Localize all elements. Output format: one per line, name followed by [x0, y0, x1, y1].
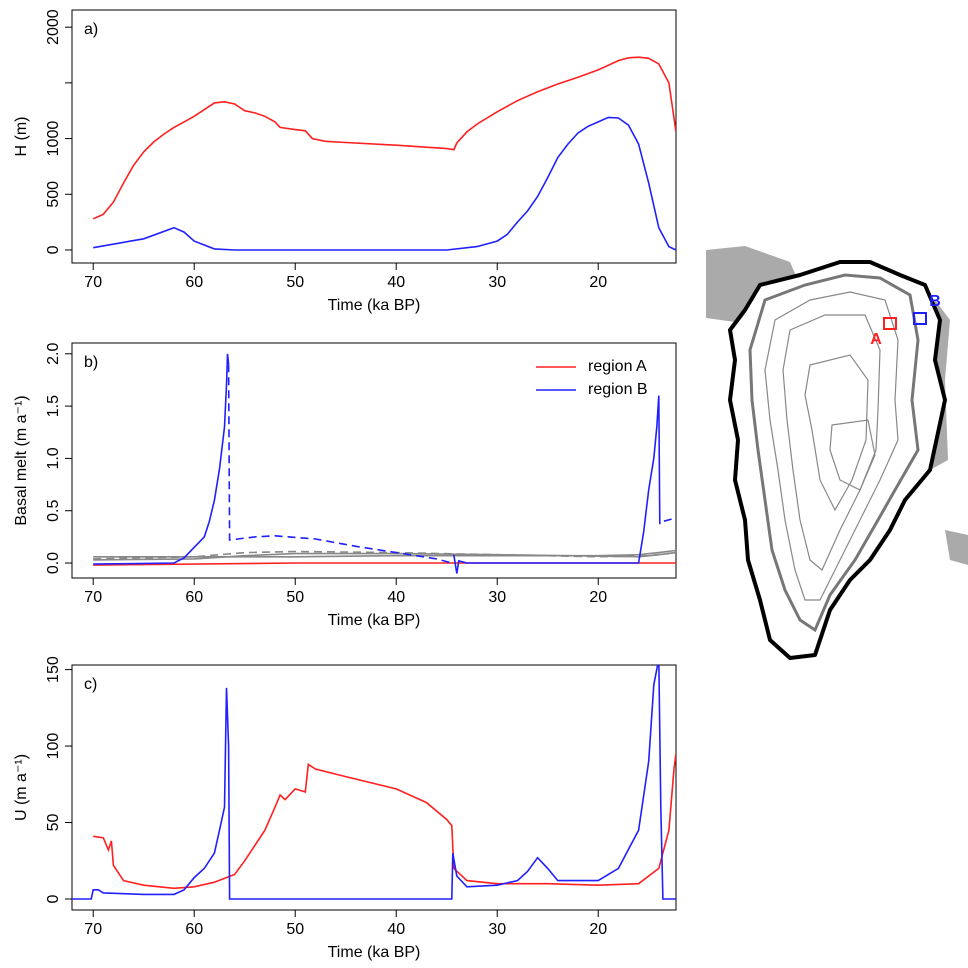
y-tick-label: 2.0	[45, 343, 62, 365]
x-axis-label: Time (ka BP)	[328, 612, 421, 629]
panel-label: b)	[84, 354, 98, 371]
contour	[829, 419, 876, 491]
x-tick-label: 60	[185, 274, 203, 291]
region-a-box	[883, 317, 897, 330]
x-tick-label: 50	[286, 274, 304, 291]
y-tick-label: 1000	[45, 121, 62, 157]
greenland-map: A B	[706, 246, 968, 660]
x-tick-label: 60	[185, 589, 203, 606]
y-tick-label: 0	[45, 894, 62, 903]
map-label: B	[929, 293, 941, 310]
x-tick-label: 70	[84, 921, 102, 938]
legend-label: region B	[588, 381, 648, 398]
map-label: A	[870, 331, 882, 348]
y-tick-label: 1.0	[45, 447, 62, 469]
y-tick-label: 1.5	[45, 395, 62, 417]
x-axis-label: Time (ka BP)	[328, 944, 421, 961]
x-tick-label: 40	[387, 274, 405, 291]
y-tick-label: 500	[45, 181, 62, 208]
panel: 0.0 0.5 1.0 1.5 2.0 70 60 50 40 30 20 b) Time (ka BP…	[13, 342, 677, 629]
panel-label: c)	[84, 676, 97, 693]
panel: 0 50 100 150 70 60 50 40 30 20 c) Time (ka BP) U (m …	[13, 656, 677, 961]
ice-margin	[748, 273, 920, 633]
x-tick-label: 30	[488, 274, 506, 291]
y-tick-label: 50	[45, 814, 62, 832]
region-b-box	[913, 312, 927, 325]
y-tick-label: 150	[45, 656, 62, 683]
data-line	[92, 56, 676, 220]
x-tick-label: 50	[286, 589, 304, 606]
x-tick-label: 70	[84, 589, 102, 606]
y-tick-label: 0.0	[45, 552, 62, 574]
x-tick-label: 20	[589, 589, 607, 606]
plot-frame	[71, 342, 677, 579]
contour	[782, 314, 881, 571]
y-axis-label: H (m)	[13, 117, 30, 157]
panel: 0 500 1000 2000 70 60 50 40 30 20 a) Time (ka BP) H …	[13, 9, 677, 314]
y-tick-label: 100	[45, 733, 62, 760]
x-tick-label: 70	[84, 274, 102, 291]
coast-outline	[728, 260, 947, 660]
y-tick-label: 0.5	[45, 500, 62, 522]
contour	[804, 354, 869, 512]
x-tick-label: 20	[589, 274, 607, 291]
plot-frame	[71, 664, 677, 911]
panel-label: a)	[84, 21, 98, 38]
legend-label: region A	[588, 358, 647, 375]
data-line	[93, 753, 676, 890]
y-axis-label: U (m a⁻¹)	[13, 754, 30, 821]
contour	[764, 291, 899, 601]
x-tick-label: 40	[387, 921, 405, 938]
y-tick-label: 2000	[45, 9, 62, 45]
data-line	[93, 116, 676, 251]
data-line	[72, 665, 676, 900]
x-tick-label: 50	[286, 921, 304, 938]
x-tick-label: 60	[185, 921, 203, 938]
x-tick-label: 40	[387, 589, 405, 606]
x-tick-label: 30	[488, 921, 506, 938]
data-line	[93, 353, 661, 574]
x-tick-label: 30	[488, 589, 506, 606]
y-tick-label: 0	[45, 245, 62, 254]
y-axis-label: Basal melt (m a⁻¹)	[13, 395, 30, 525]
plot-frame	[71, 9, 677, 264]
x-axis-label: Time (ka BP)	[328, 297, 421, 314]
x-tick-label: 20	[589, 921, 607, 938]
data-line	[227, 364, 676, 564]
